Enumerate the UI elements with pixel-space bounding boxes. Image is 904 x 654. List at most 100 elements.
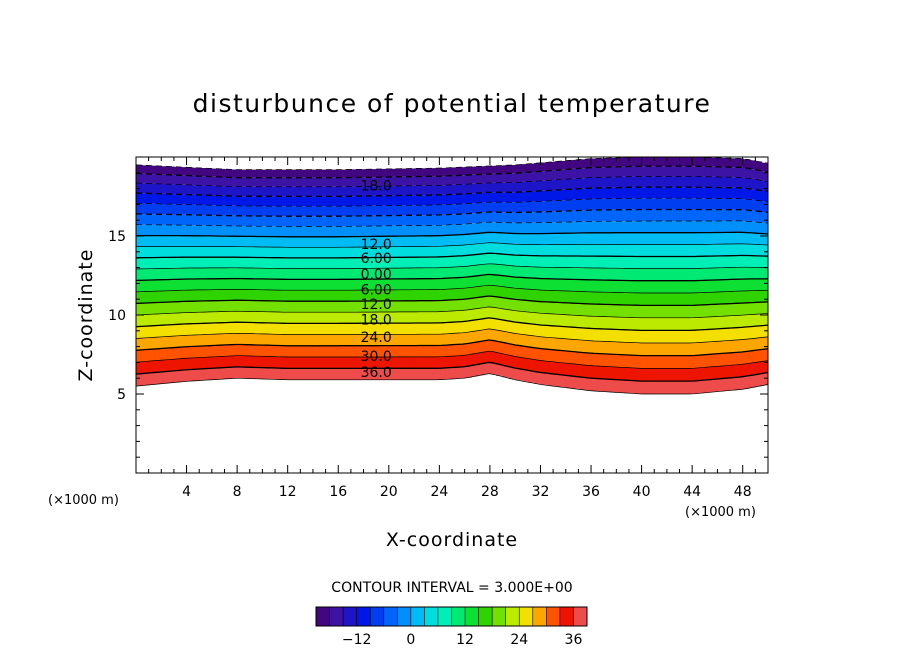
field-cell [439, 167, 447, 177]
field-cell [628, 342, 636, 356]
field-cell [388, 195, 396, 206]
field-cell [338, 169, 346, 178]
field-cell [584, 377, 592, 391]
field-cell [464, 354, 472, 367]
field-cell [685, 330, 693, 343]
field-cell [749, 350, 756, 363]
field-cell [433, 246, 440, 257]
field-cell [331, 216, 339, 227]
field-cell [565, 179, 573, 190]
field-cell [572, 364, 579, 377]
field-cell [243, 355, 251, 368]
field-cell [237, 366, 245, 379]
field-cell [597, 209, 605, 222]
field-cell [192, 185, 200, 195]
field-cell [426, 345, 434, 357]
field-cell [515, 164, 523, 173]
field-cell [477, 275, 485, 287]
field-cell [553, 200, 561, 212]
field-cell [515, 255, 523, 267]
field-cell [685, 268, 693, 281]
field-cell [711, 157, 719, 167]
field-cell [211, 185, 219, 196]
field-cell [704, 166, 712, 177]
field-cell [458, 194, 466, 204]
field-cell [711, 379, 719, 392]
colorbar-swatch [451, 607, 466, 626]
field-cell [477, 243, 485, 255]
field-cell [452, 224, 459, 235]
field-cell [382, 312, 390, 324]
field-cell [433, 278, 440, 290]
field-cell [464, 213, 472, 224]
field-cell [256, 333, 263, 346]
field-cell [192, 225, 200, 236]
field-cell [256, 186, 263, 197]
field-cell [350, 196, 358, 206]
field-cell [559, 326, 567, 339]
field-cell [685, 209, 693, 222]
field-cell [142, 303, 150, 315]
field-cell [161, 214, 169, 225]
field-cell [363, 345, 371, 357]
field-cell [173, 290, 181, 302]
field-cell [470, 276, 478, 288]
field-cell [407, 267, 415, 279]
field-cell [439, 256, 447, 268]
field-cell [300, 216, 308, 227]
field-cell [673, 232, 681, 245]
colorbar-swatch [329, 607, 344, 626]
field-cell [685, 381, 693, 394]
field-cell [540, 313, 548, 326]
field-cell [610, 177, 617, 188]
field-cell [628, 187, 636, 199]
field-cell [742, 221, 750, 233]
field-cell [136, 280, 143, 292]
field-cell [344, 290, 352, 302]
field-cell [736, 364, 744, 378]
field-cell [344, 226, 352, 237]
field-cell [603, 304, 611, 317]
field-cell [647, 381, 655, 394]
field-cell [445, 356, 453, 368]
field-cell [736, 209, 744, 221]
field-cell [761, 325, 768, 338]
field-cell [395, 185, 403, 196]
field-cell [376, 215, 384, 226]
field-cell [508, 344, 516, 356]
field-cell [281, 196, 289, 207]
x-tick-label: 32 [532, 484, 550, 500]
field-cell [635, 292, 643, 306]
field-cell [515, 311, 523, 323]
field-cell [628, 166, 636, 177]
field-cell [622, 380, 630, 394]
field-cell [572, 256, 579, 268]
field-cell [660, 198, 668, 210]
field-cell [470, 342, 478, 354]
field-cell [534, 360, 542, 372]
field-cell [717, 255, 725, 268]
field-cell [287, 301, 295, 313]
field-cell [534, 191, 542, 202]
field-cell [344, 206, 352, 217]
field-cell [717, 232, 725, 245]
field-cell [167, 204, 175, 215]
field-cell [692, 317, 700, 331]
field-cell [521, 191, 529, 202]
field-cell [736, 377, 744, 390]
field-cell [414, 289, 421, 301]
field-cell [319, 312, 327, 324]
field-cell [730, 291, 737, 304]
field-cell [483, 183, 491, 193]
field-cell [723, 220, 731, 233]
field-cell [698, 354, 706, 368]
field-cell [199, 300, 207, 313]
field-cell [610, 187, 617, 199]
field-cell [205, 267, 213, 279]
field-cell [173, 347, 181, 359]
field-cell [616, 292, 624, 305]
field-cell [262, 289, 270, 301]
field-cell [464, 174, 472, 185]
field-cell [382, 257, 390, 269]
contour-line [136, 317, 768, 332]
